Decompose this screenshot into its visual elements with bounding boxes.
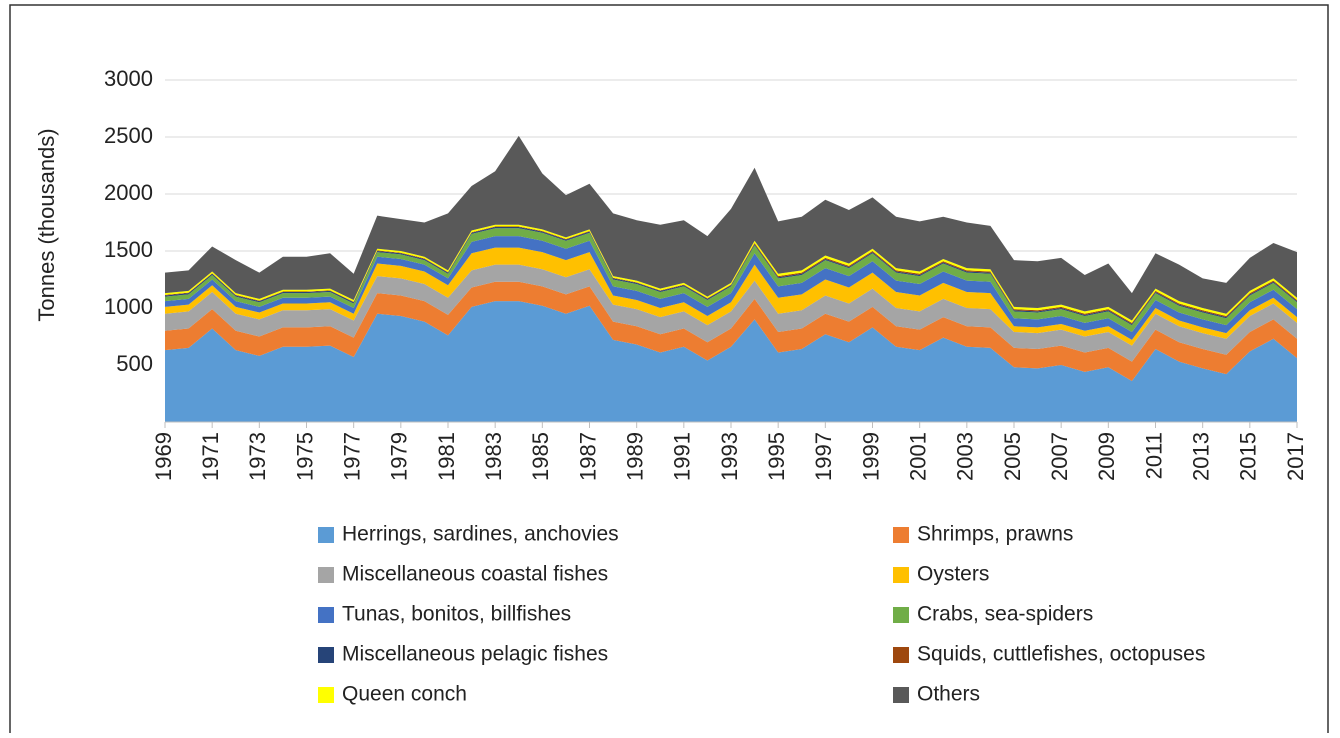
x-tick-label: 1969 — [151, 432, 176, 481]
area — [165, 281, 1297, 381]
legend-label: Queen conch — [342, 683, 467, 706]
area — [165, 301, 1297, 422]
y-tick-label: 1500 — [104, 237, 153, 262]
x-tick-label: 1997 — [811, 432, 836, 481]
x-tick-label: 1985 — [528, 432, 553, 481]
legend-label: Miscellaneous coastal fishes — [342, 563, 608, 586]
legend-swatch — [318, 687, 334, 703]
legend-swatch — [893, 687, 909, 703]
legend-label: Shrimps, prawns — [917, 523, 1073, 546]
frame — [9, 4, 1329, 738]
legend-label: Squids, cuttlefishes, octopuses — [917, 643, 1205, 666]
x-tick-label: 2009 — [1094, 432, 1119, 481]
x-tick-label: 1995 — [764, 432, 789, 481]
x-tick-label: 1993 — [717, 432, 742, 481]
legend-swatch — [893, 567, 909, 583]
y-tick-label: 500 — [116, 351, 153, 376]
legend-swatch — [318, 527, 334, 543]
x-tick-label: 2013 — [1188, 432, 1213, 481]
x-tick-label: 1987 — [575, 432, 600, 481]
legend-label: Oysters — [917, 563, 989, 586]
legend-swatch — [893, 527, 909, 543]
x-tick-label: 2011 — [1141, 432, 1166, 479]
x-tick-label: 1999 — [858, 432, 883, 481]
legend-label: Tunas, bonitos, billfishes — [342, 603, 571, 626]
legend-label: Herrings, sardines, anchovies — [342, 523, 619, 546]
x-tick-label: 1975 — [292, 432, 317, 481]
legend-swatch — [893, 647, 909, 663]
legend-swatch — [893, 607, 909, 623]
x-tick-label: 1983 — [481, 432, 506, 481]
x-tick-label: 1979 — [387, 432, 412, 481]
x-tick-label: 1973 — [245, 432, 270, 481]
legend-label: Others — [917, 683, 980, 706]
x-tick-label: 1971 — [198, 432, 223, 481]
legend-label: Crabs, sea-spiders — [917, 603, 1093, 626]
y-tick-label: 2000 — [104, 180, 153, 205]
x-tick-label: 1989 — [622, 432, 647, 481]
x-tick-label: 1981 — [434, 432, 459, 481]
x-tick-label: 2005 — [1000, 432, 1025, 481]
area — [165, 264, 1297, 362]
x-tick-label: 2003 — [953, 432, 978, 481]
y-tick-label: 2500 — [104, 123, 153, 148]
y-tick-label: 3000 — [104, 66, 153, 91]
x-tick-label: 2007 — [1047, 432, 1072, 481]
y-tick-label: 1000 — [104, 294, 153, 319]
x-tick-label: 1991 — [670, 432, 695, 481]
legend-label: Miscellaneous pelagic fishes — [342, 643, 608, 666]
x-tick-label: 1977 — [339, 432, 364, 481]
x-tick-label: 2001 — [905, 432, 930, 481]
y-axis-label: Tonnes (thousands) — [34, 128, 59, 321]
x-tick-label: 2015 — [1236, 432, 1261, 481]
area — [165, 135, 1297, 321]
legend-swatch — [318, 567, 334, 583]
legend-swatch — [318, 647, 334, 663]
legend-swatch — [318, 607, 334, 623]
x-tick-label: 2017 — [1283, 432, 1308, 481]
